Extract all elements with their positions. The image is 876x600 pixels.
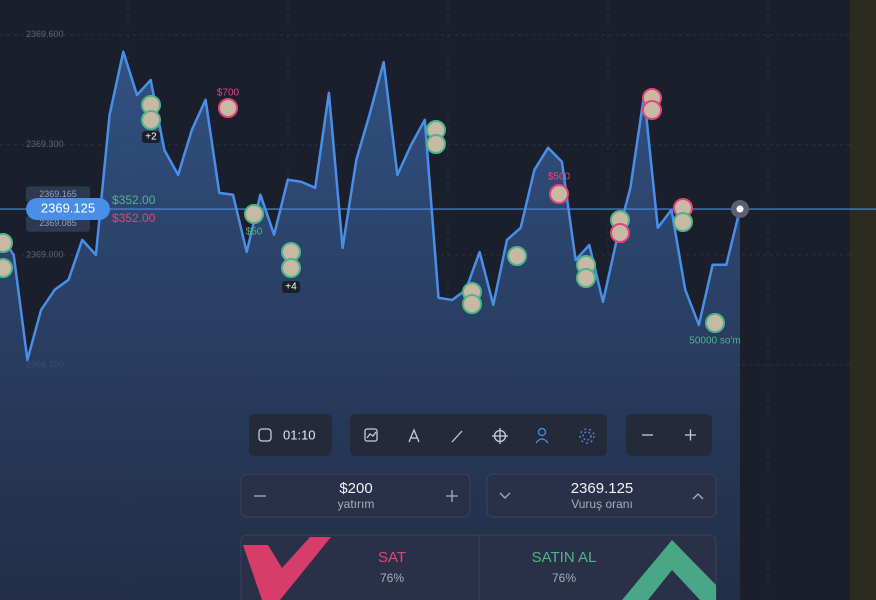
annotation: $500 — [548, 172, 571, 183]
trader-avatar — [705, 313, 725, 333]
y-tick-label: 2369.300 — [26, 139, 64, 149]
trader-avatar — [462, 294, 482, 314]
annotation: +2 — [145, 132, 157, 143]
sell-label: SAT — [378, 549, 406, 566]
current-price: 2369.125 — [41, 200, 95, 215]
tool-icons[interactable] — [364, 427, 595, 444]
buy-button[interactable] — [479, 536, 715, 600]
tools-box — [350, 414, 607, 456]
amount-plus[interactable] — [446, 490, 458, 502]
amount-label: yatırım — [338, 497, 375, 511]
trader-avatar — [610, 223, 630, 243]
current-dot-inner — [736, 205, 744, 213]
buy-label: SATIN AL — [532, 549, 597, 566]
amount: $200 — [339, 480, 372, 497]
trade-panel: 01:10 $200 yatırım 2369.125 Vuruş oranı … — [240, 414, 717, 600]
trader-avatar — [244, 204, 264, 224]
trader-avatar — [281, 258, 301, 278]
timer-box[interactable] — [249, 414, 332, 456]
zoom-box — [626, 414, 712, 456]
trader-avatar — [218, 98, 238, 118]
annotation: $700 — [217, 88, 240, 99]
strike: 2369.125 — [571, 480, 634, 497]
price-pill — [26, 198, 110, 221]
clock-icon — [258, 428, 272, 442]
pnl-down: $352.00 — [112, 211, 156, 225]
ghost-price: 2369.165 — [39, 189, 77, 199]
trader-avatar — [141, 110, 161, 130]
annotation: 50000 so'm — [689, 336, 740, 347]
y-tick-label: 2369.000 — [26, 249, 64, 259]
count-badge — [142, 131, 160, 143]
trader-avatar — [642, 100, 662, 120]
trader-avatar — [673, 212, 693, 232]
amount-input[interactable] — [240, 473, 471, 518]
trader-avatar — [0, 233, 13, 253]
buy-arrow — [622, 540, 716, 600]
strike-down[interactable] — [499, 492, 511, 499]
timer: 01:10 — [283, 427, 316, 442]
trader-avatar — [426, 134, 446, 154]
strike-input[interactable] — [486, 473, 717, 518]
annotation: $50 — [246, 227, 263, 238]
strike-up[interactable] — [692, 493, 704, 500]
sell-check — [243, 537, 331, 600]
pnl-up: $352.00 — [112, 193, 156, 207]
count-badge — [282, 281, 300, 293]
trader-avatar — [0, 258, 13, 278]
sell-button[interactable] — [242, 536, 479, 600]
buy-payout: 76% — [552, 571, 576, 585]
trader-avatar — [507, 246, 527, 266]
zoom-in[interactable] — [685, 429, 696, 441]
trader-avatar — [549, 184, 569, 204]
annotation: +4 — [285, 282, 297, 293]
side-strip — [850, 0, 876, 600]
trader-avatar — [576, 268, 596, 288]
strike-label: Vuruş oranı — [571, 497, 633, 511]
ghost-price: 2369.085 — [39, 218, 77, 228]
y-tick-label: 2369.600 — [26, 29, 64, 39]
sell-payout: 76% — [380, 571, 404, 585]
